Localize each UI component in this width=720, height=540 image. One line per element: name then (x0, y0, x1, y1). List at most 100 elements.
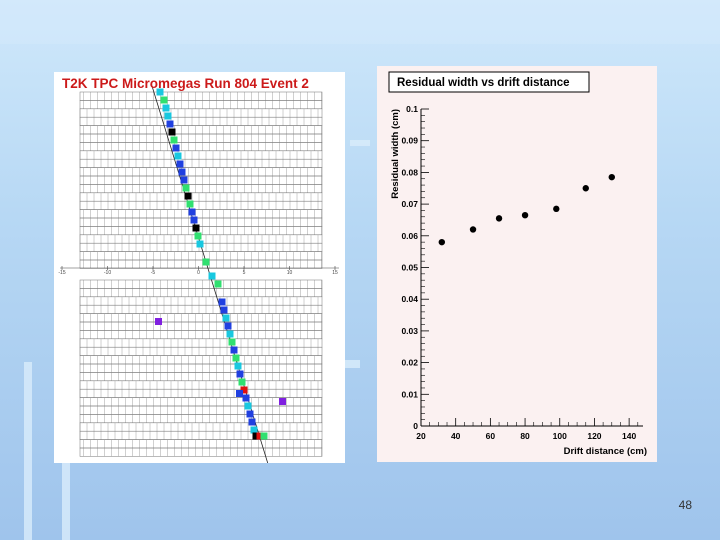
event-axis-tick-label: -5 (151, 270, 156, 276)
pad-row (79, 91, 323, 101)
hit-pad (236, 390, 243, 397)
hit-pad (174, 152, 182, 160)
x-tick-label: 80 (520, 431, 530, 441)
hit-pad (182, 184, 190, 192)
hit-pad (234, 362, 242, 370)
pad-row (79, 251, 323, 261)
pad-row (79, 125, 323, 135)
x-tick-label: 120 (587, 431, 601, 441)
hit-pad (242, 394, 250, 402)
hit-pad (220, 306, 228, 314)
event-axis-tick-label: 0 (197, 270, 200, 276)
data-point (521, 211, 529, 219)
top-band (0, 0, 720, 44)
pad-row (79, 330, 323, 340)
hit-pad (202, 258, 210, 266)
hit-pad (184, 192, 192, 200)
hit-pad (166, 120, 174, 128)
hit-pad (248, 418, 256, 426)
pad-row (79, 184, 323, 194)
hit-pad (164, 112, 172, 120)
y-tick-label: 0.07 (401, 199, 418, 209)
pad-row (79, 142, 323, 152)
pad-row (79, 338, 323, 348)
chart-title: Residual width vs drift distance (397, 77, 570, 89)
hit-pad (224, 322, 232, 330)
hit-pad (162, 104, 170, 112)
hit-pad (228, 338, 236, 346)
y-tick-label: 0.06 (401, 231, 418, 241)
hit-pad (178, 168, 186, 176)
event-axis-tick-label: 5 (243, 270, 246, 276)
pad-row (79, 447, 323, 457)
pad-row (79, 200, 323, 210)
event-axis-tick-label: 10 (287, 270, 293, 276)
event-axis-tick-label: -15 (58, 270, 65, 276)
y-tick-label: 0.1 (406, 104, 418, 114)
hit-pad (186, 200, 194, 208)
y-tick-label: 0 (413, 421, 418, 431)
hit-pad (176, 160, 184, 168)
pad-row (79, 108, 323, 118)
residual-chart-panel: Residual width vs drift distance 0 0.01 0.0… (377, 66, 657, 462)
x-tick-label: 140 (622, 431, 636, 441)
hit-pad (246, 410, 254, 418)
hit-pad (240, 386, 248, 394)
pad-row (79, 100, 323, 110)
pad-row (79, 217, 323, 227)
hit-pad (208, 272, 216, 280)
pad-row (79, 158, 323, 168)
hit-pad (256, 432, 264, 440)
hit-pad (226, 330, 234, 338)
hit-pad (222, 314, 230, 322)
pad-row (79, 175, 323, 185)
x-tick-label: 60 (486, 431, 496, 441)
x-tick-label: 20 (416, 431, 426, 441)
data-point (608, 173, 615, 181)
y-tick-label: 0.01 (401, 389, 418, 399)
pad-row (79, 116, 323, 126)
x-axis-title: Drift distance (cm) (564, 446, 647, 457)
pad-row (79, 288, 323, 298)
chart-title-box (388, 71, 590, 93)
pad-row (79, 439, 323, 449)
pad-row (79, 422, 323, 432)
hit-pad-isolated (279, 398, 286, 405)
x-tick-label: 100 (553, 431, 567, 441)
x-tick-label: 40 (451, 431, 461, 441)
pad-row (79, 372, 323, 382)
residual-chart: Residual width vs drift distance 0 0.01 0.0… (388, 71, 647, 457)
pad-row (79, 296, 323, 306)
hit-pad (170, 136, 178, 144)
event-axis-tick-label: -10 (104, 270, 111, 276)
hit-pad (188, 208, 196, 216)
pad-row (79, 380, 323, 390)
hit-pad (190, 216, 198, 224)
hit-pad (156, 88, 164, 96)
hit-pad (232, 354, 240, 362)
hit-pad (214, 280, 222, 288)
data-point (582, 185, 589, 192)
hit-pad (260, 432, 268, 440)
hit-pad (192, 224, 200, 232)
pad-row (79, 346, 323, 356)
data-point (438, 238, 446, 246)
pad-row (79, 405, 323, 415)
pad-row (79, 321, 323, 331)
hit-pad (250, 426, 258, 434)
hit-pad (252, 432, 260, 440)
pad-row (79, 414, 323, 424)
hit-pad (196, 240, 204, 248)
pad-row (79, 133, 323, 143)
data-point (495, 215, 503, 222)
event-display-title: T2K TPC Micromegas Run 804 Event 2 (62, 76, 309, 91)
y-tick-label: 0.05 (401, 263, 418, 273)
hit-pad (244, 402, 252, 410)
hit-pad (218, 298, 226, 306)
hit-pad (168, 128, 176, 136)
hit-pad (160, 96, 168, 104)
data-point (469, 226, 477, 233)
slide-number: 48 (678, 498, 692, 512)
left-bar-decoration (24, 362, 32, 540)
pad-row (79, 209, 323, 219)
